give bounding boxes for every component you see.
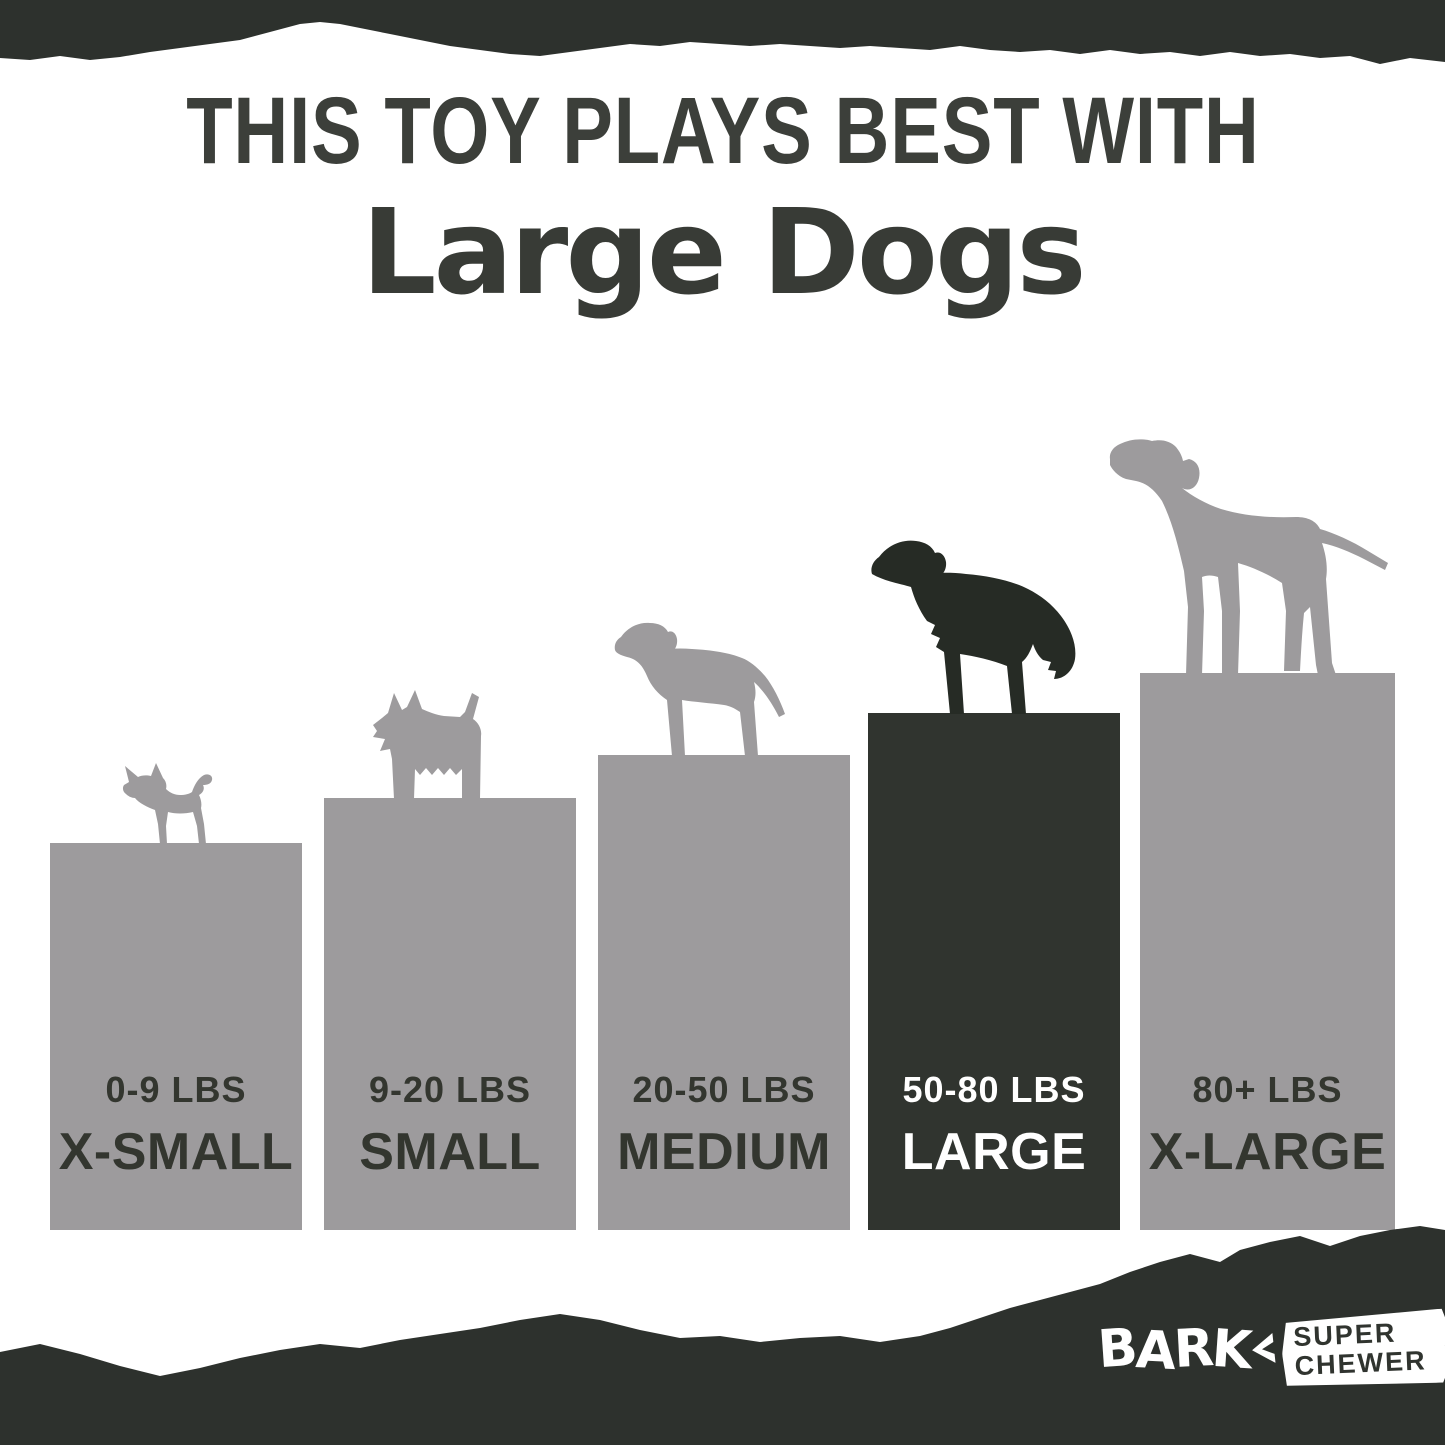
bark-letter: R bbox=[1172, 1318, 1214, 1380]
size-bar-x-small: 0-9 LBS X-SMALL bbox=[50, 843, 302, 1230]
size-bar-small: 9-20 LBS SMALL bbox=[324, 798, 576, 1230]
size-bar-large-highlighted: 50-80 LBS LARGE bbox=[868, 713, 1120, 1230]
bark-letter: K bbox=[1209, 1318, 1253, 1382]
size-bar-medium: 20-50 LBS MEDIUM bbox=[598, 755, 850, 1230]
weight-range-label: 9-20 LBS bbox=[368, 1069, 532, 1110]
dog-silhouette-scottish-terrier-icon bbox=[370, 687, 494, 804]
torn-paper-edge-bottom bbox=[0, 1226, 1445, 1445]
size-label: MEDIUM bbox=[617, 1123, 831, 1181]
weight-range-label: 0-9 LBS bbox=[105, 1069, 247, 1110]
dog-silhouette-chihuahua-icon bbox=[112, 760, 216, 848]
headline: THIS TOY PLAYS BEST WITH Large Dogs bbox=[0, 78, 1445, 321]
bark-letter: B bbox=[1095, 1317, 1138, 1381]
size-label: SMALL bbox=[359, 1123, 541, 1181]
bark-arrow-icon bbox=[1252, 1333, 1276, 1363]
size-bar-x-large: 80+ LBS X-LARGE bbox=[1140, 673, 1395, 1230]
bark-letter: A bbox=[1133, 1320, 1176, 1382]
dog-silhouette-great-dane-icon bbox=[1104, 425, 1397, 681]
size-label: X-LARGE bbox=[1148, 1123, 1387, 1181]
badge-text-chewer: CHEWER bbox=[1294, 1345, 1428, 1382]
weight-range-label: 20-50 LBS bbox=[632, 1069, 816, 1110]
weight-range-label: 50-80 LBS bbox=[902, 1069, 1086, 1110]
super-chewer-badge: SUPER CHEWER bbox=[1281, 1308, 1445, 1389]
torn-paper-edge-top bbox=[0, 0, 1445, 64]
size-label: LARGE bbox=[901, 1123, 1087, 1181]
dog-silhouette-labrador-icon bbox=[610, 616, 800, 762]
weight-range-label: 80+ LBS bbox=[1192, 1069, 1343, 1110]
headline-line1: THIS TOY PLAYS BEST WITH bbox=[185, 78, 1260, 184]
headline-line2: Large Dogs bbox=[361, 183, 1086, 321]
size-label: X-SMALL bbox=[58, 1123, 294, 1181]
dog-silhouette-golden-retriever-icon bbox=[866, 526, 1111, 720]
